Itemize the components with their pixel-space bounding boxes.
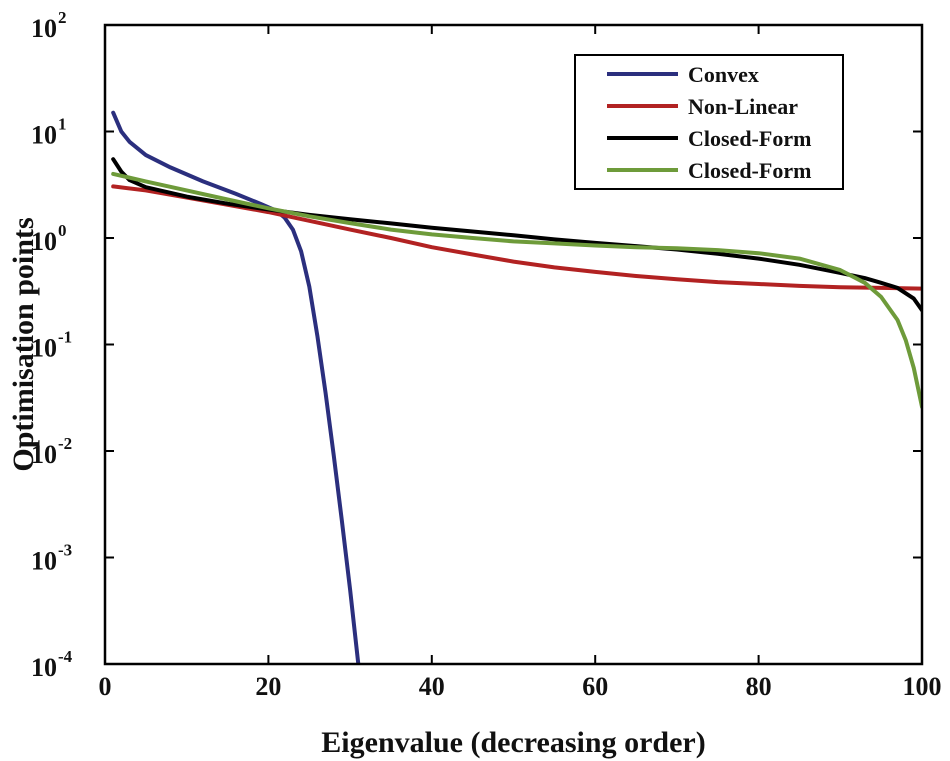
y-tick-exponent: -2 bbox=[58, 434, 72, 453]
x-tick-label: 60 bbox=[582, 672, 608, 701]
y-tick-exponent: 0 bbox=[58, 221, 67, 240]
y-tick-base: 10 bbox=[31, 14, 57, 43]
series-layer bbox=[111, 110, 922, 664]
y-tick-exponent: 2 bbox=[58, 8, 67, 27]
series-line-1 bbox=[111, 110, 361, 664]
legend-box bbox=[574, 54, 844, 190]
y-tick-label: 10 bbox=[31, 547, 57, 576]
series-line-3 bbox=[111, 157, 922, 313]
y-tick-label: 10 bbox=[31, 653, 57, 682]
legend-label-1: Convex bbox=[688, 62, 759, 87]
y-tick-base: 10 bbox=[31, 227, 57, 256]
y-tick-base: 10 bbox=[31, 440, 57, 469]
y-axis-title: Optimisation points bbox=[7, 217, 40, 471]
y-tick-base: 10 bbox=[31, 547, 57, 576]
x-tick-label: 80 bbox=[746, 672, 772, 701]
series-line-4 bbox=[111, 171, 922, 409]
y-tick-base: 10 bbox=[31, 121, 57, 150]
y-tick-label: 10 bbox=[31, 227, 57, 256]
legend-label-4: Closed-Form bbox=[688, 158, 811, 183]
y-tick-base: 10 bbox=[31, 334, 57, 363]
legend-label-2: Non-Linear bbox=[688, 94, 798, 119]
y-tick-base: 10 bbox=[31, 653, 57, 682]
y-tick-label: 10 bbox=[31, 121, 57, 150]
legend: Convex Non-Linear Closed-Form Closed-Form bbox=[574, 54, 844, 190]
y-tick-exponent: 1 bbox=[58, 115, 67, 134]
x-tick-label: 20 bbox=[255, 672, 281, 701]
ticks-layer bbox=[104, 24, 923, 665]
x-tick-label: 0 bbox=[99, 672, 112, 701]
x-tick-label: 40 bbox=[419, 672, 445, 701]
y-tick-exponent: -4 bbox=[58, 647, 73, 666]
legend-label-3: Closed-Form bbox=[688, 126, 811, 151]
x-tick-label: 100 bbox=[903, 672, 942, 701]
y-tick-exponent: -3 bbox=[58, 541, 72, 560]
y-tick-label: 10 bbox=[31, 440, 57, 469]
y-tick-exponent: -1 bbox=[58, 328, 72, 347]
y-tick-label: 10 bbox=[31, 334, 57, 363]
y-tick-label: 10 bbox=[31, 14, 57, 43]
x-axis-title: Eigenvalue (decreasing order) bbox=[321, 726, 705, 759]
